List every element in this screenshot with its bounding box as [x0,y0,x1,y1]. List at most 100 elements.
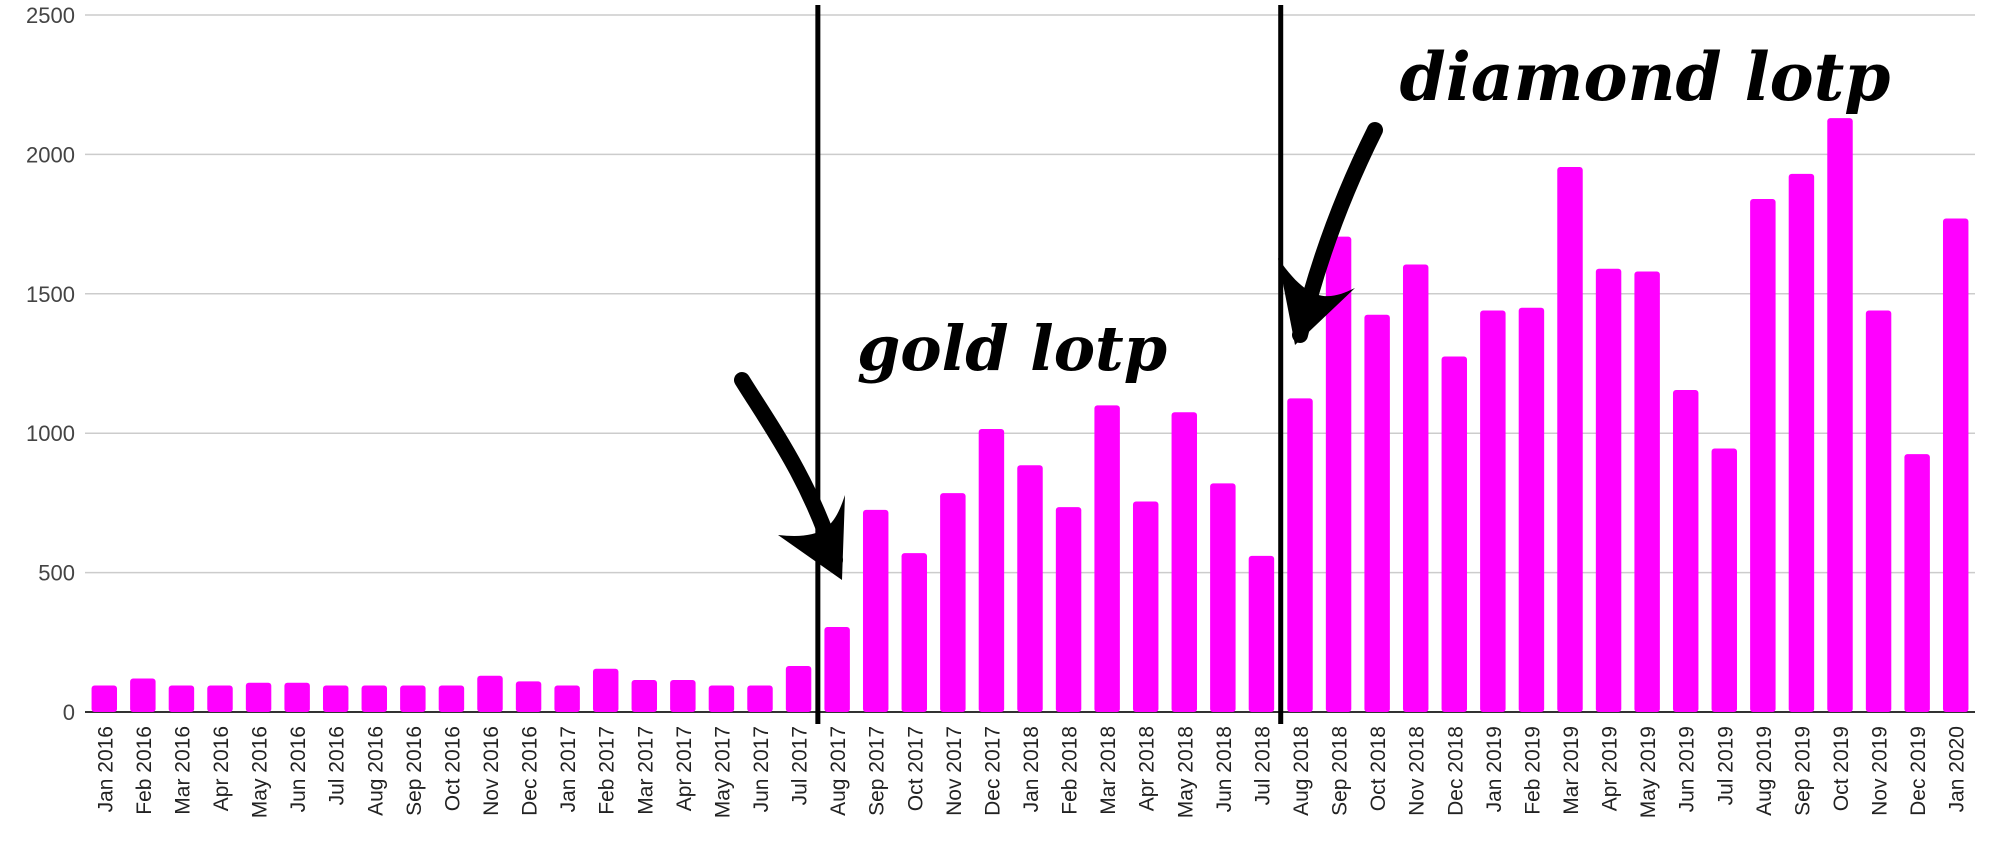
x-tick-label: Oct 2018 [1367,726,1390,811]
x-tick-label: Aug 2018 [1290,726,1313,816]
bar [477,675,503,712]
x-tick-label: May 2016 [249,726,272,818]
bar [1595,268,1622,712]
bar [1518,307,1545,712]
y-tick-label: 1500 [26,282,75,307]
bar [1634,271,1660,712]
bar [361,685,388,712]
bar [1827,118,1853,712]
bar [1865,310,1892,712]
bar [1441,356,1468,712]
x-tick-label: Dec 2018 [1444,726,1467,816]
x-tick-label: Nov 2018 [1406,726,1429,816]
y-tick-label: 0 [63,700,75,725]
bar [978,429,1005,712]
bar [130,678,156,712]
x-tick-label: Jan 2017 [557,726,580,812]
bar [515,681,542,712]
x-tick-label: Feb 2017 [596,726,619,815]
y-axis-ticks: 0 500 1000 1500 2000 2500 [26,3,75,725]
bars [91,118,1969,713]
x-tick-label: Apr 2016 [210,726,233,811]
x-tick-label: Jan 2019 [1483,726,1506,812]
bar [554,685,580,712]
x-tick-label: Nov 2019 [1869,726,1892,816]
x-tick-label: Dec 2019 [1907,726,1930,816]
x-tick-label: Sep 2017 [866,726,889,816]
bar [1557,166,1583,713]
x-tick-label: Sep 2016 [403,726,426,816]
bar [400,685,426,712]
x-tick-label: Aug 2019 [1753,726,1776,816]
diamond-arrow [1278,122,1383,345]
bar [1402,264,1429,712]
x-tick-label: Jul 2019 [1714,726,1737,805]
x-tick-label: Feb 2018 [1059,726,1082,815]
x-tick-label: Jun 2019 [1676,726,1699,812]
y-tick-label: 500 [38,561,75,586]
x-tick-label: Oct 2016 [441,726,464,811]
x-tick-label: Jul 2016 [326,726,349,805]
bar [245,682,272,712]
x-tick-label: Dec 2017 [981,726,1004,816]
x-tick-label: Apr 2017 [673,726,696,811]
bar [1287,398,1313,712]
bar [1210,483,1236,712]
x-tick-label: Jan 2018 [1020,726,1043,812]
bar [1750,199,1776,712]
x-tick-label: Nov 2016 [480,726,503,816]
bar [1904,454,1930,712]
x-tick-label: Apr 2019 [1599,726,1622,811]
bar [1942,218,1969,713]
bar [1325,236,1352,712]
grid-lines [85,14,1975,713]
bar [1711,448,1738,712]
y-tick-label: 2500 [26,3,75,28]
bar [1132,501,1159,712]
bar [862,509,889,712]
x-tick-label: Mar 2018 [1097,726,1120,815]
gold-lotp-annotation: gold lotp [857,312,1167,385]
x-tick-label: Dec 2016 [519,726,542,816]
x-tick-label: Jun 2017 [750,726,773,812]
x-tick-label: May 2017 [711,726,734,818]
x-tick-label: Jul 2018 [1251,726,1274,805]
x-tick-label: Mar 2019 [1560,726,1583,815]
vertical-markers [815,5,1284,724]
x-tick-label: Aug 2017 [827,726,850,816]
x-tick-label: Mar 2017 [634,726,657,815]
bar [1364,314,1390,712]
x-tick-label: May 2019 [1637,726,1660,818]
x-tick-label: Mar 2016 [171,726,194,815]
bar [1055,507,1082,712]
bar [901,553,928,712]
bar [168,685,195,712]
y-tick-label: 2000 [26,142,75,167]
x-tick-label: Jan 2020 [1946,726,1969,812]
bar [670,679,696,712]
bar [708,685,735,712]
bar [91,685,118,712]
bar [1094,405,1120,712]
bar [1788,173,1815,712]
bar [824,626,850,712]
bar [940,493,966,712]
x-tick-label: Feb 2016 [133,726,156,815]
bar [1017,465,1043,712]
bar [785,665,812,712]
x-tick-label: Jun 2018 [1213,726,1236,812]
x-tick-label: May 2018 [1174,726,1197,818]
bar [1480,310,1506,712]
bar [1171,412,1198,712]
x-tick-label: Apr 2018 [1136,726,1159,811]
bar [1672,389,1699,712]
bar [1248,555,1275,712]
bar [747,685,773,712]
x-tick-label: Nov 2017 [943,726,966,816]
bar [631,679,658,712]
x-tick-label: Jun 2016 [287,726,310,812]
diamond-lotp-annotation: diamond lotp [1400,38,1891,116]
x-tick-label: Oct 2019 [1830,726,1853,811]
x-tick-label: Sep 2019 [1791,726,1814,816]
